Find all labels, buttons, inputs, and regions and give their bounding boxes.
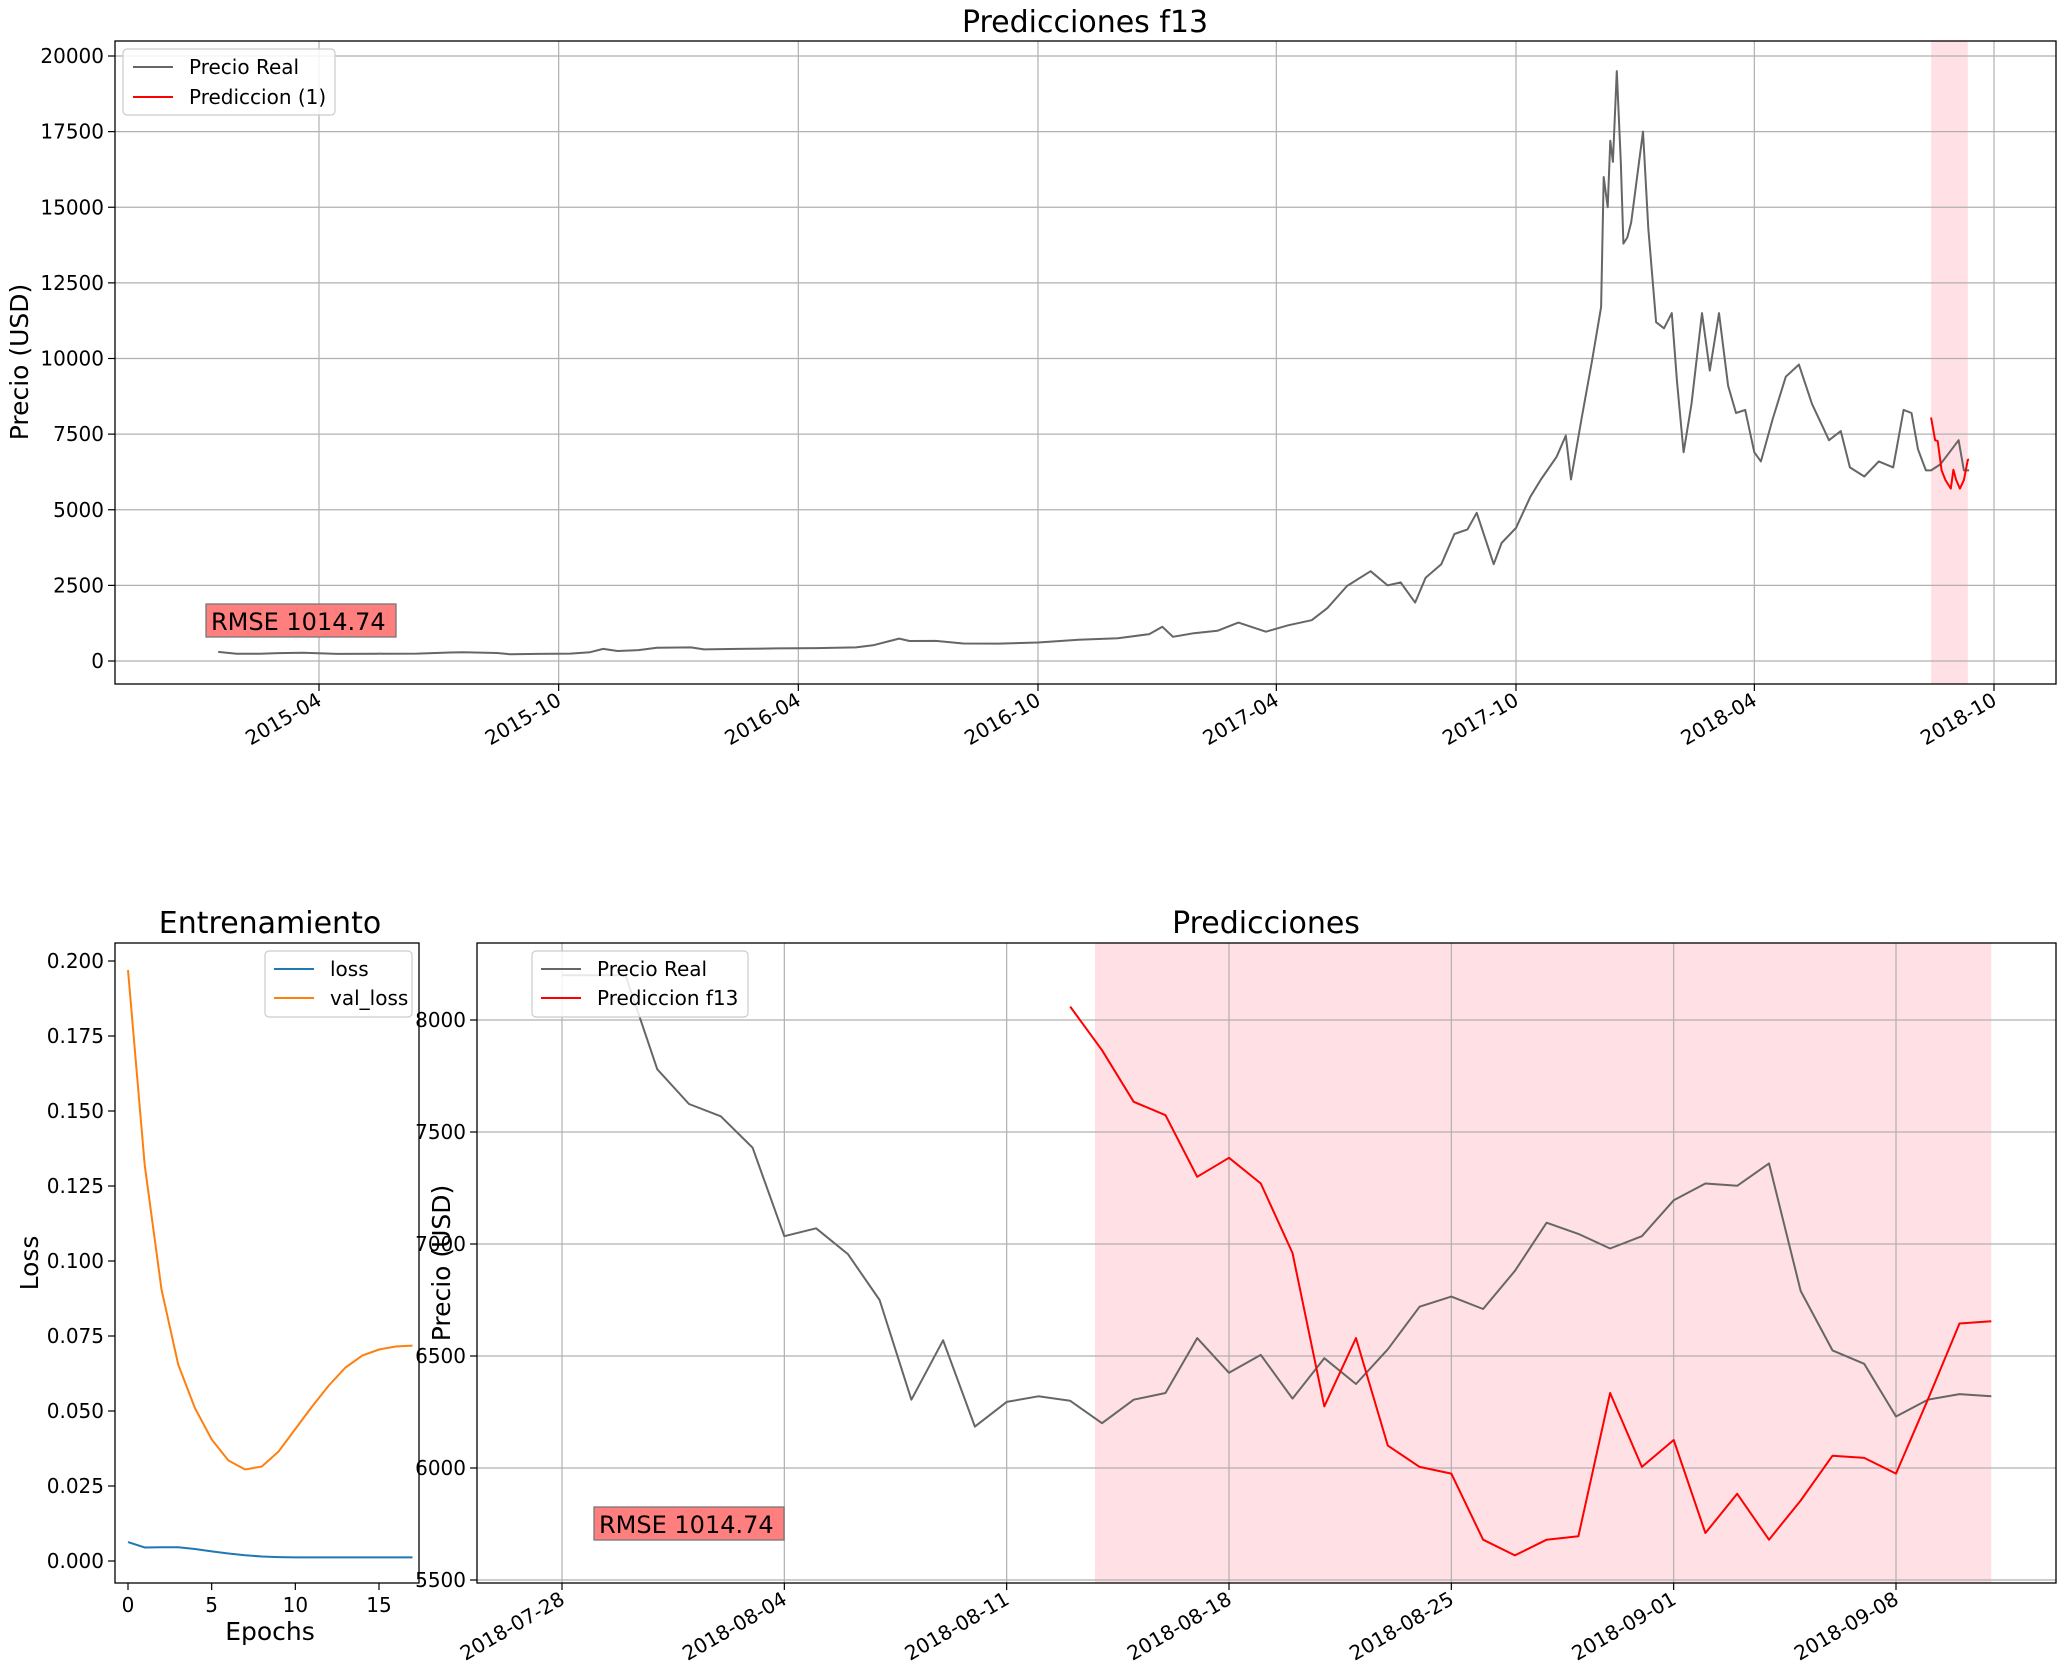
top-x-tick-label: 2016-04 bbox=[720, 688, 804, 751]
training-y-tick-label: 0.200 bbox=[47, 949, 104, 973]
training-y-tick-label: 0.050 bbox=[47, 1399, 104, 1423]
zoom-x-tick-label: 2018-07-28 bbox=[456, 1587, 569, 1666]
training-x-tick-label: 0 bbox=[122, 1593, 135, 1617]
zoom-series-precio-real bbox=[562, 974, 1992, 1428]
training-chart-title: Entrenamiento bbox=[159, 906, 381, 941]
top-y-tick-label: 7500 bbox=[53, 422, 104, 446]
top-rmse-box bbox=[205, 603, 397, 638]
zoom-y-tick-label: 8000 bbox=[415, 1008, 466, 1032]
top-y-tick-label: 17500 bbox=[40, 120, 104, 144]
training-y-tick-label: 0.150 bbox=[47, 1099, 104, 1123]
top-legend-box bbox=[122, 48, 336, 116]
zoom-gridlines bbox=[477, 943, 2056, 1583]
training-y-tick-label: 0.075 bbox=[47, 1324, 104, 1348]
zoom-y-tick-label: 6500 bbox=[415, 1344, 466, 1368]
zoom-plot-frame bbox=[476, 942, 2057, 1584]
zoom-x-tick-label: 2018-08-25 bbox=[1345, 1587, 1458, 1666]
training-y-tick-label: 0.125 bbox=[47, 1174, 104, 1198]
top-y-tick-label: 2500 bbox=[53, 573, 104, 597]
zoom-highlight-span bbox=[1094, 943, 1992, 1583]
training-y-tick-label: 0.000 bbox=[47, 1549, 104, 1573]
zoom-y-tick-label: 6000 bbox=[415, 1456, 466, 1480]
zoom-legend-box bbox=[531, 950, 749, 1018]
zoom-legend-label-pred: Prediccion f13 bbox=[597, 986, 738, 1010]
zoom-rmse-text: RMSE 1014.74 bbox=[599, 1511, 774, 1539]
top-x-tick-label: 2015-10 bbox=[481, 688, 565, 751]
top-rmse-annotation: RMSE 1014.74 bbox=[205, 603, 397, 638]
top-gridlines bbox=[115, 41, 2056, 684]
zoom-y-tick-label: 5500 bbox=[415, 1568, 466, 1592]
top-y-tick-label: 10000 bbox=[40, 347, 104, 371]
training-series-group bbox=[127, 969, 413, 1559]
zoom-legend-label-real: Precio Real bbox=[597, 957, 707, 981]
zoom-y-tick-label: 7500 bbox=[415, 1120, 466, 1144]
top-chart-title: Predicciones f13 bbox=[962, 5, 1208, 40]
top-y-axis-label: Precio (USD) bbox=[5, 284, 34, 441]
training-x-tick-label: 15 bbox=[366, 1593, 391, 1617]
zoom-rmse-annotation: RMSE 1014.74 bbox=[593, 1506, 785, 1541]
top-y-tick-label: 5000 bbox=[53, 498, 104, 522]
zoom-chart: 2018-07-28 2018-08-04 2018-08-11 2018-08-18… bbox=[415, 906, 2057, 1666]
top-x-tick-label: 2015-04 bbox=[241, 688, 325, 751]
training-legend-label-loss: loss bbox=[330, 957, 369, 981]
training-plot-frame bbox=[114, 942, 420, 1584]
zoom-x-tick-label: 2018-08-18 bbox=[1123, 1587, 1236, 1666]
training-chart: 0 5 10 15 0.000 0.025 0.050 0.075 0.100 0.125 0.15… bbox=[15, 906, 420, 1646]
zoom-legend: Precio Real Prediccion f13 bbox=[531, 950, 749, 1018]
top-legend-label-real: Precio Real bbox=[189, 55, 299, 79]
training-series-loss bbox=[127, 1541, 413, 1559]
zoom-chart-title: Predicciones bbox=[1172, 906, 1360, 941]
top-plot-frame bbox=[114, 40, 2057, 685]
top-x-tick-label: 2016-10 bbox=[960, 688, 1044, 751]
training-legend-label-val-loss: val_loss bbox=[330, 986, 408, 1010]
training-y-tick-label: 0.175 bbox=[47, 1024, 104, 1048]
training-x-tick-label: 5 bbox=[205, 1593, 218, 1617]
top-series-group bbox=[218, 70, 1970, 656]
top-y-tick-label: 20000 bbox=[40, 44, 104, 68]
zoom-x-tick-label: 2018-08-11 bbox=[901, 1587, 1014, 1666]
zoom-y-axis-label: Precio (USD) bbox=[427, 1185, 456, 1342]
top-legend: Precio Real Prediccion (1) bbox=[122, 48, 336, 116]
training-legend-box bbox=[264, 950, 413, 1018]
training-ticks: 0 5 10 15 0.000 0.025 0.050 0.075 0.100 0.125 0.15… bbox=[47, 949, 392, 1617]
zoom-x-tick-label: 2018-09-01 bbox=[1568, 1587, 1681, 1666]
training-x-tick-label: 10 bbox=[283, 1593, 308, 1617]
top-ticks: 2015-04 2015-10 2016-04 2016-10 2017-04 2017-… bbox=[40, 44, 2000, 750]
top-series-precio-real bbox=[218, 70, 1970, 656]
top-x-tick-label: 2017-10 bbox=[1438, 688, 1522, 751]
training-series-val-loss bbox=[127, 969, 413, 1471]
zoom-y-tick-label: 7000 bbox=[415, 1232, 466, 1256]
top-rmse-text: RMSE 1014.74 bbox=[211, 608, 386, 636]
top-series-prediccion bbox=[1930, 417, 1970, 490]
top-highlight-span bbox=[1931, 41, 1968, 684]
training-y-axis-label: Loss bbox=[15, 1236, 44, 1291]
training-y-tick-label: 0.100 bbox=[47, 1249, 104, 1273]
zoom-series-group bbox=[562, 974, 1992, 1557]
top-y-tick-label: 12500 bbox=[40, 271, 104, 295]
training-y-tick-label: 0.025 bbox=[47, 1474, 104, 1498]
training-x-axis-label: Epochs bbox=[225, 1617, 315, 1646]
zoom-rmse-box bbox=[593, 1506, 785, 1541]
top-x-tick-label: 2018-10 bbox=[1916, 688, 2000, 751]
top-y-tick-label: 15000 bbox=[40, 195, 104, 219]
top-chart: 2015-04 2015-10 2016-04 2016-10 2017-04 2017-… bbox=[5, 5, 2057, 750]
top-x-tick-label: 2018-04 bbox=[1676, 688, 1760, 751]
top-y-tick-label: 0 bbox=[91, 649, 104, 673]
zoom-series-prediccion-f13 bbox=[1069, 1006, 1992, 1557]
zoom-x-tick-label: 2018-09-08 bbox=[1790, 1587, 1903, 1666]
top-x-tick-label: 2017-04 bbox=[1198, 688, 1282, 751]
training-legend: loss val_loss bbox=[264, 950, 413, 1018]
zoom-x-tick-label: 2018-08-04 bbox=[678, 1587, 791, 1666]
top-legend-label-pred: Prediccion (1) bbox=[189, 85, 326, 109]
